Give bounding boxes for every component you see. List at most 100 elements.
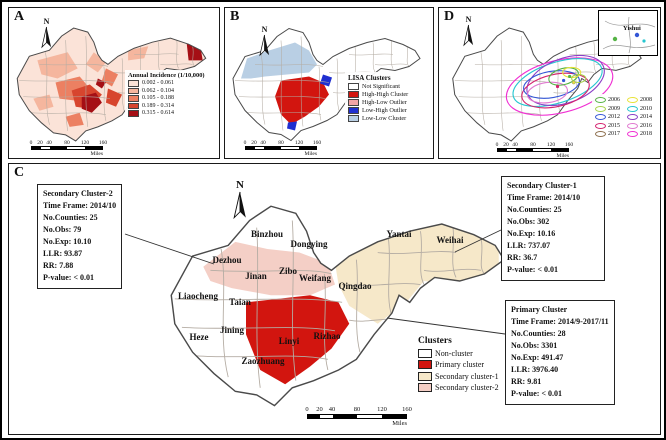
primary-cluster-region <box>246 295 350 385</box>
scale-tick: 80 <box>353 406 361 413</box>
scale-tick: 20 <box>316 406 323 413</box>
legend-swatch <box>348 91 359 98</box>
scale-tick: 80 <box>278 140 284 146</box>
north-label: N <box>43 17 50 26</box>
legend-swatch <box>418 348 432 358</box>
year-ellipse-swatch <box>595 131 606 137</box>
legend-label: Low-High Outlier <box>362 107 407 114</box>
annotation-line: P-value: < 0.01 <box>507 265 558 274</box>
legend-label: Not Significant <box>362 83 400 90</box>
annotation-line: No.Exp: 10.16 <box>507 229 556 238</box>
leader-line-secondary-1 <box>454 229 502 253</box>
scan-ellipse <box>512 58 603 107</box>
scale-tick: 160 <box>564 142 574 148</box>
year-ellipse-swatch <box>627 122 638 129</box>
legend-lisa-clusters: LISA Clusters Not Significant High-High … <box>345 72 433 124</box>
scale-tick: 160 <box>312 140 322 146</box>
secondary-cluster-1-region <box>335 220 499 324</box>
annotation-line: P-value: < 0.01 <box>43 273 94 282</box>
year-label: 2017 <box>608 131 620 137</box>
north-arrow: N <box>259 26 270 58</box>
scale-tick: 0 <box>243 140 247 146</box>
scale-unit: Miles <box>392 419 407 427</box>
year-label: 2009 <box>608 105 620 112</box>
annotation-lines: Time Frame: 2014/9-2017/11 No.Counties: 2… <box>511 316 609 400</box>
annotation-line: No.Counties: 25 <box>43 213 98 222</box>
scale-tick: 120 <box>546 142 556 148</box>
scan-ellipses <box>505 54 614 116</box>
annotation-title: Secondary Cluster-1 <box>507 181 577 190</box>
legend-items: 2006 2008 2009 2010 <box>595 96 652 137</box>
legend-label: High-High Cluster <box>362 91 409 98</box>
panel-a-annual-incidence: A N <box>8 7 220 159</box>
scale-unit: Miles <box>304 150 317 157</box>
scale-tick: 20 <box>251 140 257 146</box>
leader-line-secondary-2 <box>124 233 215 265</box>
annotation-primary-cluster: Primary Cluster Time Frame: 2014/9-2017/… <box>505 300 615 405</box>
legend-range: 0.002 - 0.061 <box>142 80 174 87</box>
low-high-region <box>287 121 297 131</box>
legend-swatch <box>418 371 432 381</box>
legend-swatch <box>348 99 359 106</box>
legend-item: 2012 <box>595 114 620 120</box>
legend-label: Secondary cluster-1 <box>435 371 499 381</box>
legend-item: 2008 <box>627 97 652 103</box>
scale-tick: 120 <box>80 140 90 146</box>
annotation-line: No.Counties: 25 <box>507 205 562 214</box>
leader-lines <box>124 229 506 335</box>
legend-clusters: Clusters Non-cluster Primary cluster <box>415 334 502 394</box>
legend-label: Primary cluster <box>435 360 485 369</box>
legend-label: High-Low Outlier <box>362 99 407 106</box>
legend-title: LISA Clusters <box>348 74 391 82</box>
panel-d-space-time-scan: D N <box>438 7 661 159</box>
year-ellipse-swatch <box>595 105 606 112</box>
annotation-line: LLR: 93.87 <box>43 249 83 258</box>
panel-a-label: A <box>14 9 25 24</box>
legend-swatch <box>348 115 359 122</box>
annotation-secondary-cluster-2: Secondary Cluster-2 Time Frame: 2014/10 N… <box>37 184 123 289</box>
north-arrow-icon <box>233 191 246 220</box>
legend-item: High-High Cluster <box>348 91 432 98</box>
scale-tick: 40 <box>46 140 52 146</box>
annotation-line: No.Counties: 28 <box>511 329 566 338</box>
scale-ticks: 0 20 40 80 120 160 <box>305 406 412 414</box>
legend-item: Secondary cluster-2 <box>418 383 499 392</box>
year-ellipse-swatch <box>627 97 638 103</box>
scale-tick: 0 <box>305 406 309 413</box>
scale-tick: 120 <box>294 140 304 146</box>
leader-line-primary <box>386 317 506 335</box>
panel-b-lisa-clusters: B N LISA Clusters <box>224 7 434 159</box>
legend-scan-years: 2006 2008 2009 2010 <box>592 94 655 139</box>
legend-item: 2014 <box>627 114 652 120</box>
annotation-line: RR: 7.88 <box>43 261 74 270</box>
map-scan-ellipses <box>452 27 642 142</box>
legend-item: 2018 <box>627 131 652 137</box>
legend-item: 0.002 - 0.061 <box>128 80 218 87</box>
scale-bar-graphic <box>31 146 103 150</box>
year-label: 2018 <box>640 131 652 137</box>
legend-swatch <box>128 87 139 94</box>
annotation-lines: Time Frame: 2014/10 No.Counties: 25 No.Obs… <box>507 192 599 276</box>
annotation-line: LLR: 3976.40 <box>511 365 559 374</box>
scale-bar-graphic <box>307 414 407 419</box>
annotation-line: No.Obs: 79 <box>43 225 82 234</box>
scale-tick: 0 <box>495 142 499 148</box>
lisa-regions <box>233 28 420 141</box>
north-arrow: N <box>463 16 474 48</box>
year-ellipse-swatch <box>595 97 606 103</box>
panel-c-label: C <box>14 165 25 180</box>
legend-swatch <box>418 383 432 392</box>
legend-swatch <box>128 110 139 117</box>
scan-ellipse <box>521 72 590 109</box>
cluster-regions <box>171 206 505 406</box>
legend-annual-incidence: Annual Incidence (1/10,000) 0.002 - 0.06… <box>125 70 219 119</box>
annotation-line: Time Frame: 2014/10 <box>43 201 117 210</box>
legend-swatch <box>128 80 139 87</box>
scale-bar: 0 20 40 80 120 160 Miles <box>305 406 412 427</box>
panel-c-satscan-clusters: C N <box>8 163 661 435</box>
legend-item: High-Low Outlier <box>348 99 432 106</box>
annotation-line: Time Frame: 2014/9-2017/11 <box>511 317 609 326</box>
inset-map-graphic <box>602 16 656 54</box>
scale-bar-graphic <box>245 146 317 150</box>
year-ellipse-swatch <box>627 114 638 120</box>
